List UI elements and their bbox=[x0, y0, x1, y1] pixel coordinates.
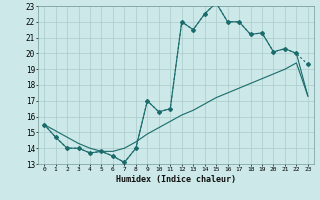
X-axis label: Humidex (Indice chaleur): Humidex (Indice chaleur) bbox=[116, 175, 236, 184]
